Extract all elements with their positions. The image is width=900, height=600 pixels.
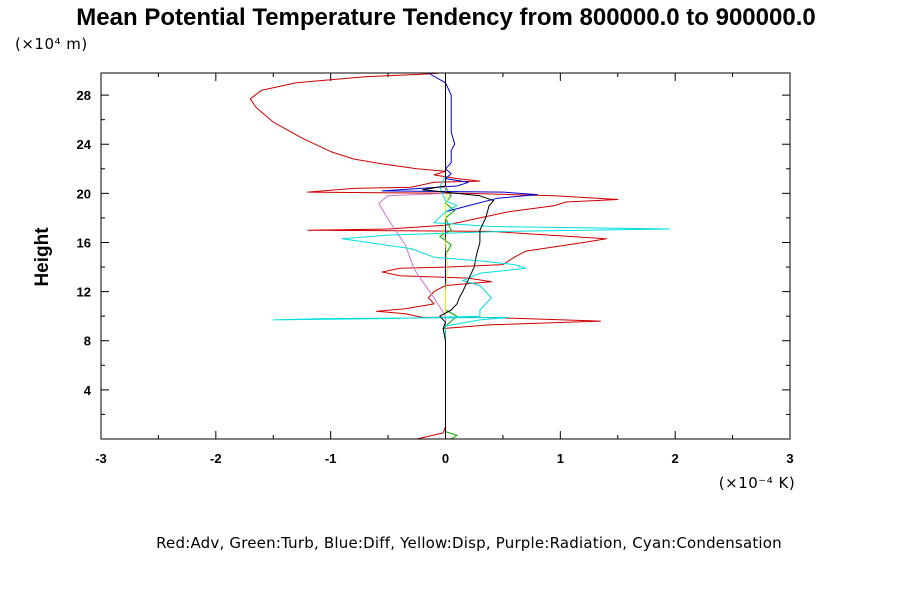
x-tick-label: 0 — [442, 451, 449, 466]
y-tick-label: 8 — [84, 334, 91, 349]
x-tick-label: 3 — [786, 451, 793, 466]
plot-frame — [100, 72, 791, 440]
series-line-unnamed — [422, 73, 495, 439]
x-tick-label: -1 — [325, 451, 337, 466]
y-unit-label: (×10⁴ m) — [15, 35, 88, 53]
y-tick-label: 16 — [77, 235, 91, 250]
series-line-radiation — [378, 73, 446, 439]
series-line-turb — [439, 73, 458, 440]
x-tick-label: 1 — [557, 451, 564, 466]
y-tick-label: 20 — [77, 186, 91, 201]
legend: Red:Adv, Green:Turb, Blue:Diff, Yellow:D… — [156, 534, 782, 552]
x-unit-label: (×10⁻⁴ K) — [719, 474, 795, 492]
x-tick-label: -3 — [95, 451, 107, 466]
y-tick-label: 28 — [77, 88, 91, 103]
y-tick-label: 4 — [84, 383, 92, 398]
chart-title: Mean Potential Temperature Tendency from… — [76, 4, 815, 31]
series-line-adv — [249, 72, 619, 440]
series-layer — [249, 72, 670, 440]
series-line-diff — [381, 72, 538, 439]
x-tick-label: -2 — [210, 451, 222, 466]
x-tick-label: 2 — [672, 451, 679, 466]
y-tick-label: 24 — [77, 137, 92, 152]
series-line-condensation — [272, 73, 670, 439]
y-tick-label: 12 — [77, 285, 91, 300]
y-axis-label: Height — [32, 227, 53, 287]
